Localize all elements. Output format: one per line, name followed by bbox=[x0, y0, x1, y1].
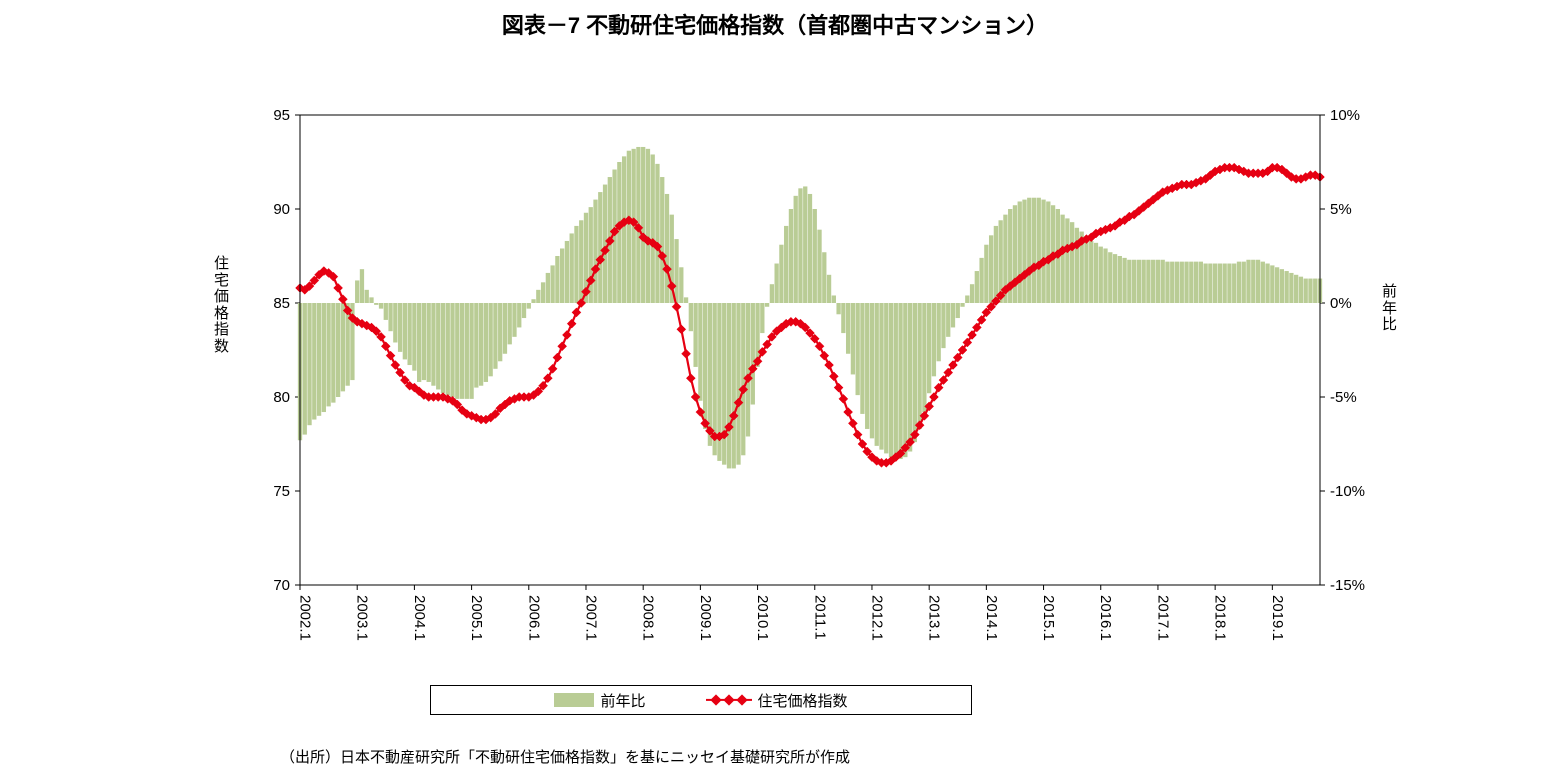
legend: 前年比 住宅価格指数 bbox=[430, 685, 972, 715]
legend-swatch-bar bbox=[554, 693, 594, 707]
yoy-bars bbox=[298, 147, 1322, 468]
svg-text:2002.1: 2002.1 bbox=[297, 595, 314, 641]
svg-text:5%: 5% bbox=[1330, 201, 1352, 218]
svg-text:2007.1: 2007.1 bbox=[582, 595, 599, 641]
plot-area: 70 75 80 85 90 95 -15% -10% -5% 0% 5% 10% 2002.1 2003… bbox=[0, 0, 1550, 777]
svg-text:95: 95 bbox=[273, 107, 290, 124]
legend-swatch-line bbox=[706, 693, 752, 707]
svg-text:2011.1: 2011.1 bbox=[811, 595, 828, 640]
chart-source: （出所）日本不動産研究所「不動研住宅価格指数」を基にニッセイ基礎研究所が作成 bbox=[280, 746, 850, 767]
svg-text:2005.1: 2005.1 bbox=[468, 595, 485, 641]
svg-text:90: 90 bbox=[273, 201, 290, 218]
svg-text:2004.1: 2004.1 bbox=[411, 595, 428, 641]
legend-label: 前年比 bbox=[600, 690, 645, 711]
chart-container: 図表－7 不動研住宅価格指数（首都圏中古マンション） 住宅価格指数 前年比 70… bbox=[0, 0, 1550, 777]
svg-text:2016.1: 2016.1 bbox=[1097, 595, 1114, 641]
svg-text:2010.1: 2010.1 bbox=[754, 595, 771, 641]
svg-text:2003.1: 2003.1 bbox=[354, 595, 371, 641]
svg-text:2006.1: 2006.1 bbox=[525, 595, 542, 641]
legend-label: 住宅価格指数 bbox=[758, 690, 848, 711]
svg-text:2009.1: 2009.1 bbox=[697, 595, 714, 641]
svg-text:-5%: -5% bbox=[1330, 389, 1357, 406]
svg-text:2018.1: 2018.1 bbox=[1212, 595, 1229, 641]
svg-text:2017.1: 2017.1 bbox=[1154, 595, 1171, 641]
svg-text:-10%: -10% bbox=[1330, 483, 1365, 500]
svg-text:2015.1: 2015.1 bbox=[1040, 595, 1057, 641]
legend-item: 前年比 bbox=[554, 690, 645, 711]
svg-text:70: 70 bbox=[273, 577, 290, 594]
svg-text:75: 75 bbox=[273, 483, 290, 500]
svg-text:2019.1: 2019.1 bbox=[1269, 595, 1286, 641]
svg-text:2012.1: 2012.1 bbox=[868, 595, 885, 641]
svg-text:0%: 0% bbox=[1330, 295, 1352, 312]
svg-text:-15%: -15% bbox=[1330, 577, 1365, 594]
svg-text:2013.1: 2013.1 bbox=[926, 595, 943, 641]
svg-text:2008.1: 2008.1 bbox=[640, 595, 657, 641]
svg-text:10%: 10% bbox=[1330, 107, 1360, 124]
svg-text:2014.1: 2014.1 bbox=[983, 595, 1000, 641]
legend-item: 住宅価格指数 bbox=[706, 690, 848, 711]
svg-text:85: 85 bbox=[273, 295, 290, 312]
svg-text:80: 80 bbox=[273, 389, 290, 406]
